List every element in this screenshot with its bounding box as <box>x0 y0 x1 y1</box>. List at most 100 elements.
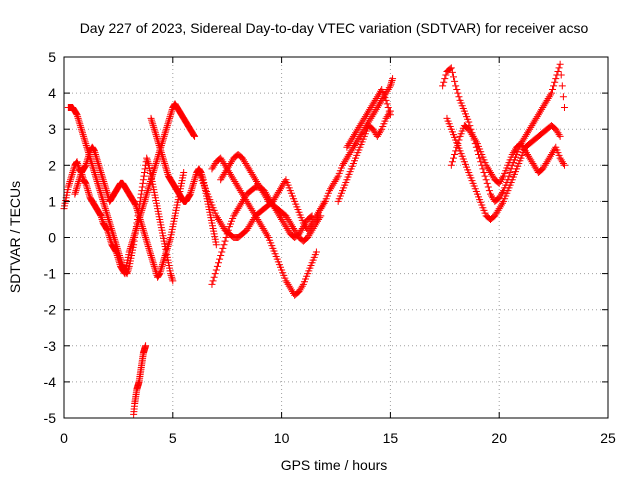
data-point <box>496 178 504 186</box>
data-point <box>141 169 149 177</box>
data-point <box>471 136 479 144</box>
data-point <box>290 224 298 232</box>
data-point <box>69 169 77 177</box>
data-point <box>223 230 231 238</box>
data-point <box>220 170 228 178</box>
data-point <box>139 224 147 232</box>
data-point <box>483 179 491 187</box>
data-point <box>219 223 227 231</box>
data-point <box>217 154 225 162</box>
data-point <box>89 163 97 171</box>
data-point <box>76 174 84 182</box>
data-point <box>157 147 165 155</box>
data-point <box>144 187 152 195</box>
data-point <box>101 183 109 191</box>
data-point <box>68 170 76 178</box>
data-point <box>142 192 150 200</box>
data-point <box>230 176 238 184</box>
data-point <box>140 228 148 236</box>
data-point <box>328 183 336 191</box>
data-point <box>253 214 261 222</box>
data-point <box>191 174 199 182</box>
data-point <box>555 64 563 72</box>
data-point <box>547 150 555 158</box>
data-point <box>529 159 537 167</box>
data-point <box>147 252 155 260</box>
data-point <box>190 178 198 186</box>
data-point <box>347 136 355 144</box>
data-point <box>359 116 367 124</box>
data-point <box>372 105 380 113</box>
data-point <box>497 176 505 184</box>
data-point <box>448 158 456 166</box>
data-point <box>136 214 144 222</box>
data-point <box>156 268 164 276</box>
data-point <box>256 219 264 227</box>
data-point <box>482 176 490 184</box>
data-point <box>447 161 455 169</box>
data-point <box>534 111 542 119</box>
data-point <box>312 219 320 227</box>
data-point <box>108 226 116 234</box>
data-point <box>450 73 458 81</box>
data-point <box>531 163 539 171</box>
data-point <box>245 165 253 173</box>
data-point <box>223 165 231 173</box>
data-point <box>104 190 112 198</box>
data-point <box>133 206 141 214</box>
data-point <box>82 179 90 187</box>
data-point <box>139 203 147 211</box>
data-point <box>93 176 101 184</box>
data-point <box>149 259 157 267</box>
data-point <box>528 122 536 130</box>
data-point <box>452 82 460 90</box>
data-point <box>447 64 455 72</box>
data-point <box>135 212 143 220</box>
data-point <box>139 179 147 187</box>
data-point <box>260 226 268 234</box>
data-point <box>125 264 133 272</box>
y-tick-label: -1 <box>44 266 57 282</box>
data-point <box>219 158 227 166</box>
x-tick-label: 25 <box>600 430 616 446</box>
data-point <box>75 178 83 186</box>
data-point <box>209 277 217 285</box>
data-point <box>219 172 227 180</box>
data-point <box>371 107 379 115</box>
data-point <box>214 259 222 267</box>
data-point <box>65 181 73 189</box>
data-point <box>374 102 382 110</box>
data-point <box>189 131 197 139</box>
data-point <box>519 143 527 151</box>
data-point <box>144 241 152 249</box>
data-point <box>339 161 347 169</box>
data-point <box>82 181 90 189</box>
data-point <box>560 104 568 112</box>
data-point <box>137 190 145 198</box>
data-point <box>388 76 396 84</box>
data-point <box>316 206 324 214</box>
data-point <box>298 224 306 232</box>
data-point <box>115 250 123 258</box>
data-point <box>244 163 252 171</box>
data-point <box>141 165 149 173</box>
data-point <box>137 194 145 202</box>
data-point <box>484 165 492 173</box>
data-point <box>245 201 253 209</box>
data-point <box>78 129 86 137</box>
data-point <box>146 248 154 256</box>
data-point <box>164 120 172 128</box>
data-point <box>385 84 393 92</box>
data-point <box>148 255 156 263</box>
data-point <box>67 174 75 182</box>
data-point <box>212 266 220 274</box>
data-point <box>102 187 110 195</box>
data-point <box>288 223 296 231</box>
data-point <box>446 65 454 73</box>
data-point <box>261 192 269 200</box>
data-point <box>320 199 328 207</box>
data-point <box>295 288 303 296</box>
data-point <box>208 165 216 173</box>
data-point <box>307 213 315 221</box>
